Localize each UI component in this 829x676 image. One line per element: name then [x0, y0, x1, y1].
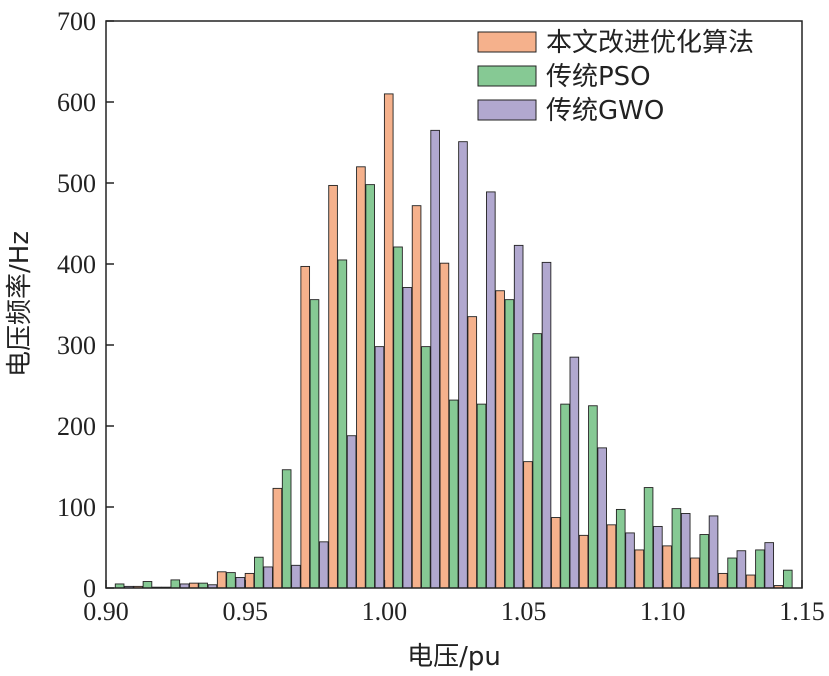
bar — [402, 287, 413, 589]
bar — [393, 246, 403, 589]
legend-swatch — [477, 65, 537, 87]
bar — [504, 299, 515, 589]
bar — [513, 244, 524, 589]
bar — [606, 524, 617, 589]
bar — [634, 549, 645, 589]
bar — [216, 571, 227, 589]
bar — [300, 265, 311, 589]
bar — [318, 541, 329, 589]
y-tick-label: 400 — [57, 250, 96, 279]
y-axis: 0 100 200 300 400 500 600 700 — [57, 7, 114, 603]
bar — [718, 572, 728, 589]
bar — [421, 346, 431, 589]
bar — [615, 508, 626, 589]
bar — [328, 184, 338, 589]
plot-frame — [105, 20, 803, 589]
x-tick-label: 1.05 — [501, 597, 547, 626]
bar — [782, 569, 793, 589]
y-tick-label: 500 — [57, 169, 96, 198]
bar — [291, 564, 301, 589]
bar — [337, 259, 348, 589]
bar — [736, 550, 747, 589]
bar — [727, 557, 737, 589]
bars-layer — [114, 93, 793, 589]
bar — [597, 447, 607, 589]
bar — [560, 403, 570, 589]
x-tick-label: 0.95 — [222, 597, 268, 626]
y-tick-label: 600 — [57, 88, 96, 117]
bar — [226, 572, 236, 589]
x-tick-label: 0.90 — [83, 597, 129, 626]
bar — [170, 579, 181, 589]
bar — [764, 542, 775, 589]
bar — [448, 399, 459, 589]
bar — [588, 405, 598, 589]
x-tick-label: 1.10 — [640, 597, 686, 626]
bar — [142, 581, 153, 589]
x-axis: 0.90 0.95 1.00 1.05 1.10 1.15 — [83, 580, 825, 626]
bar — [467, 316, 478, 589]
bar — [662, 545, 672, 589]
y-tick-label: 0 — [83, 574, 96, 603]
bar — [699, 534, 710, 589]
bar — [430, 129, 440, 589]
bar — [244, 572, 255, 589]
bar — [263, 566, 273, 589]
bar — [653, 525, 663, 589]
legend-swatch — [477, 99, 537, 121]
y-tick-label: 100 — [57, 493, 96, 522]
bar — [281, 469, 292, 589]
legend-label: 本文改进优化算法 — [546, 28, 754, 58]
bar — [458, 141, 468, 589]
bar — [439, 262, 450, 589]
legend-label: 传统PSO — [546, 62, 651, 92]
bar — [383, 93, 394, 589]
bar — [365, 184, 375, 589]
y-axis-title: 电压频率/Hz — [5, 231, 35, 377]
bar — [680, 513, 691, 589]
bar — [411, 205, 422, 589]
bar — [541, 261, 552, 589]
bar — [745, 574, 756, 589]
bar — [486, 191, 496, 589]
bar — [671, 508, 682, 589]
bar — [708, 515, 719, 589]
bar — [374, 346, 385, 589]
bar — [356, 166, 366, 589]
bar — [532, 333, 543, 589]
y-tick-label: 700 — [57, 7, 96, 36]
x-tick-label: 1.00 — [362, 597, 408, 626]
bar — [550, 517, 561, 589]
bar — [625, 532, 635, 589]
bar — [690, 557, 700, 589]
y-tick-label: 300 — [57, 331, 96, 360]
bar — [309, 299, 320, 589]
x-axis-title: 电压/pu — [407, 642, 501, 672]
x-tick-label: 1.15 — [779, 597, 825, 626]
legend-swatch — [477, 31, 537, 53]
bar — [643, 487, 654, 589]
bar — [495, 290, 505, 589]
bar — [755, 549, 765, 589]
legend-label: 传统GWO — [546, 96, 664, 126]
bar — [235, 577, 246, 589]
bar — [254, 556, 264, 589]
y-tick-label: 200 — [57, 412, 96, 441]
bar — [272, 487, 283, 589]
bar — [346, 435, 357, 589]
bar — [523, 461, 533, 589]
bar — [578, 534, 589, 589]
bar — [569, 356, 580, 589]
bar — [476, 403, 487, 589]
